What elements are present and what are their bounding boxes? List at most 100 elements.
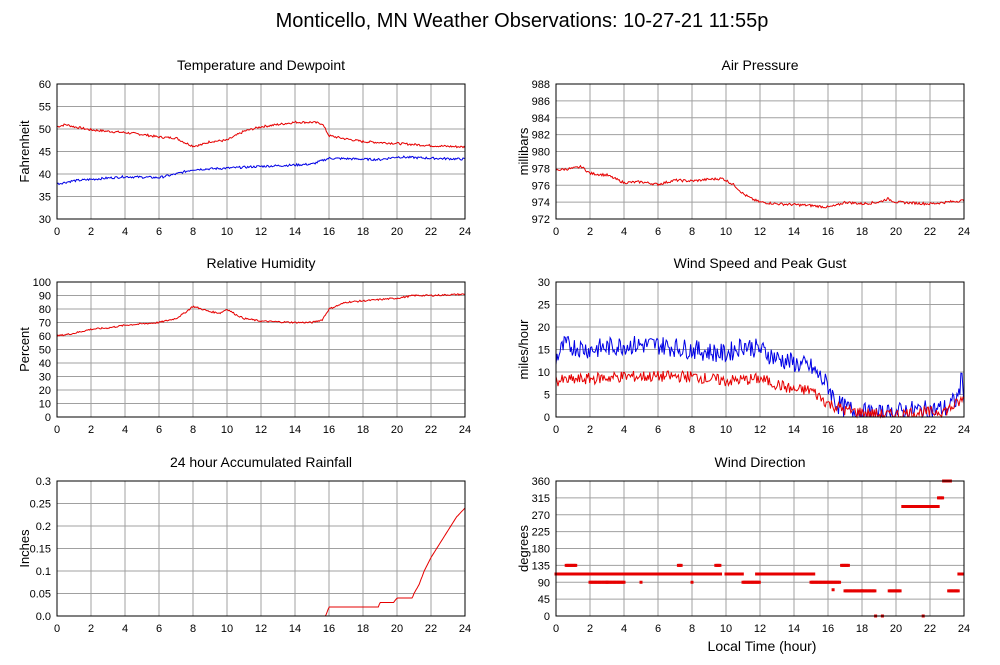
x-tick-label: 0 (553, 623, 559, 635)
x-tick-label: 16 (323, 226, 335, 238)
x-tick-label: 22 (924, 424, 936, 436)
direction-point (860, 589, 864, 593)
y-tick-label: 0.1 (36, 566, 51, 578)
x-tick-label: 24 (459, 424, 471, 436)
y-tick-label: 50 (39, 124, 51, 136)
y-tick-label: 982 (532, 130, 550, 142)
y-axis-label: millibars (516, 127, 531, 175)
y-tick-label: 225 (532, 527, 550, 539)
x-tick-label: 14 (289, 424, 301, 436)
x-tick-label: 8 (689, 623, 695, 635)
direction-point (873, 589, 877, 593)
x-tick-label: 20 (391, 424, 403, 436)
x-tick-label: 24 (958, 623, 970, 635)
y-tick-label: 60 (39, 331, 51, 343)
x-tick-label: 12 (255, 424, 267, 436)
x-tick-label: 10 (221, 623, 233, 635)
x-tick-label: 18 (856, 623, 868, 635)
y-tick-label: 0.05 (30, 589, 51, 601)
x-tick-label: 20 (890, 424, 902, 436)
y-tick-label: 55 (39, 102, 51, 114)
direction-point (838, 580, 842, 584)
plot-frame (56, 480, 466, 617)
direction-point (812, 572, 816, 576)
direction-point (718, 563, 722, 567)
y-tick-label: 360 (532, 476, 550, 488)
x-tick-label: 0 (54, 226, 60, 238)
y-tick-label: 15 (538, 345, 550, 357)
x-tick-label: 18 (357, 226, 369, 238)
x-tick-label: 14 (788, 623, 800, 635)
y-tick-label: 0.2 (36, 521, 51, 533)
y-tick-label: 5 (544, 390, 550, 402)
x-tick-label: 18 (357, 623, 369, 635)
series-line-red (555, 370, 965, 419)
y-tick-label: 980 (532, 147, 550, 159)
x-tick-label: 8 (190, 623, 196, 635)
x-tick-label: 22 (924, 226, 936, 238)
x-tick-label: 10 (221, 226, 233, 238)
y-axis-label: Percent (17, 327, 32, 372)
chart-title: Wind Direction (714, 454, 805, 470)
direction-point (898, 589, 902, 593)
direction-point (831, 588, 835, 592)
x-tick-label: 24 (958, 226, 970, 238)
y-tick-label: 45 (39, 147, 51, 159)
y-tick-label: 40 (39, 358, 51, 370)
plot-frame (555, 281, 965, 418)
y-tick-label: 80 (39, 304, 51, 316)
x-tick-label: 6 (655, 424, 661, 436)
y-tick-label: 25 (538, 300, 550, 312)
x-tick-label: 10 (720, 226, 732, 238)
direction-point (956, 589, 960, 593)
x-tick-label: 24 (459, 623, 471, 635)
x-tick-label: 4 (621, 226, 627, 238)
direction-point (936, 505, 940, 508)
x-tick-label: 16 (822, 623, 834, 635)
plot-frame (555, 83, 965, 220)
y-tick-label: 978 (532, 163, 550, 175)
x-tick-label: 20 (890, 226, 902, 238)
x-tick-label: 4 (122, 226, 128, 238)
plot-frame (56, 281, 466, 418)
y-tick-label: 60 (39, 79, 51, 91)
x-tick-label: 0 (553, 226, 559, 238)
y-tick-label: 0.25 (30, 499, 51, 511)
direction-point (639, 580, 643, 584)
direction-point (740, 572, 744, 576)
y-axis-label: Fahrenheit (17, 120, 32, 183)
x-tick-label: 2 (587, 623, 593, 635)
x-tick-label: 2 (88, 623, 94, 635)
plot-frame (555, 480, 965, 617)
y-tick-label: 986 (532, 96, 550, 108)
x-tick-label: 24 (459, 226, 471, 238)
y-axis-label: miles/hour (516, 319, 531, 380)
x-tick-label: 24 (958, 424, 970, 436)
chart-title: Wind Speed and Peak Gust (674, 255, 847, 271)
x-tick-label: 16 (323, 623, 335, 635)
chart-title: Relative Humidity (207, 255, 316, 271)
direction-point (961, 572, 965, 576)
x-tick-label: 2 (587, 226, 593, 238)
y-tick-label: 974 (532, 197, 550, 209)
x-tick-label: 6 (156, 226, 162, 238)
x-tick-label: 2 (88, 226, 94, 238)
x-tick-label: 22 (425, 226, 437, 238)
y-axis-label: degrees (516, 525, 531, 572)
x-tick-label: 16 (822, 226, 834, 238)
x-tick-label: 22 (924, 623, 936, 635)
x-tick-label: 22 (425, 424, 437, 436)
x-tick-label: 4 (122, 424, 128, 436)
chart-title: Temperature and Dewpoint (177, 57, 345, 73)
y-tick-label: 972 (532, 214, 550, 226)
x-tick-label: 6 (156, 424, 162, 436)
direction-point (605, 580, 609, 584)
y-tick-label: 180 (532, 544, 550, 556)
x-tick-label: 18 (357, 424, 369, 436)
direction-point (846, 563, 850, 567)
x-tick-label: 8 (689, 424, 695, 436)
